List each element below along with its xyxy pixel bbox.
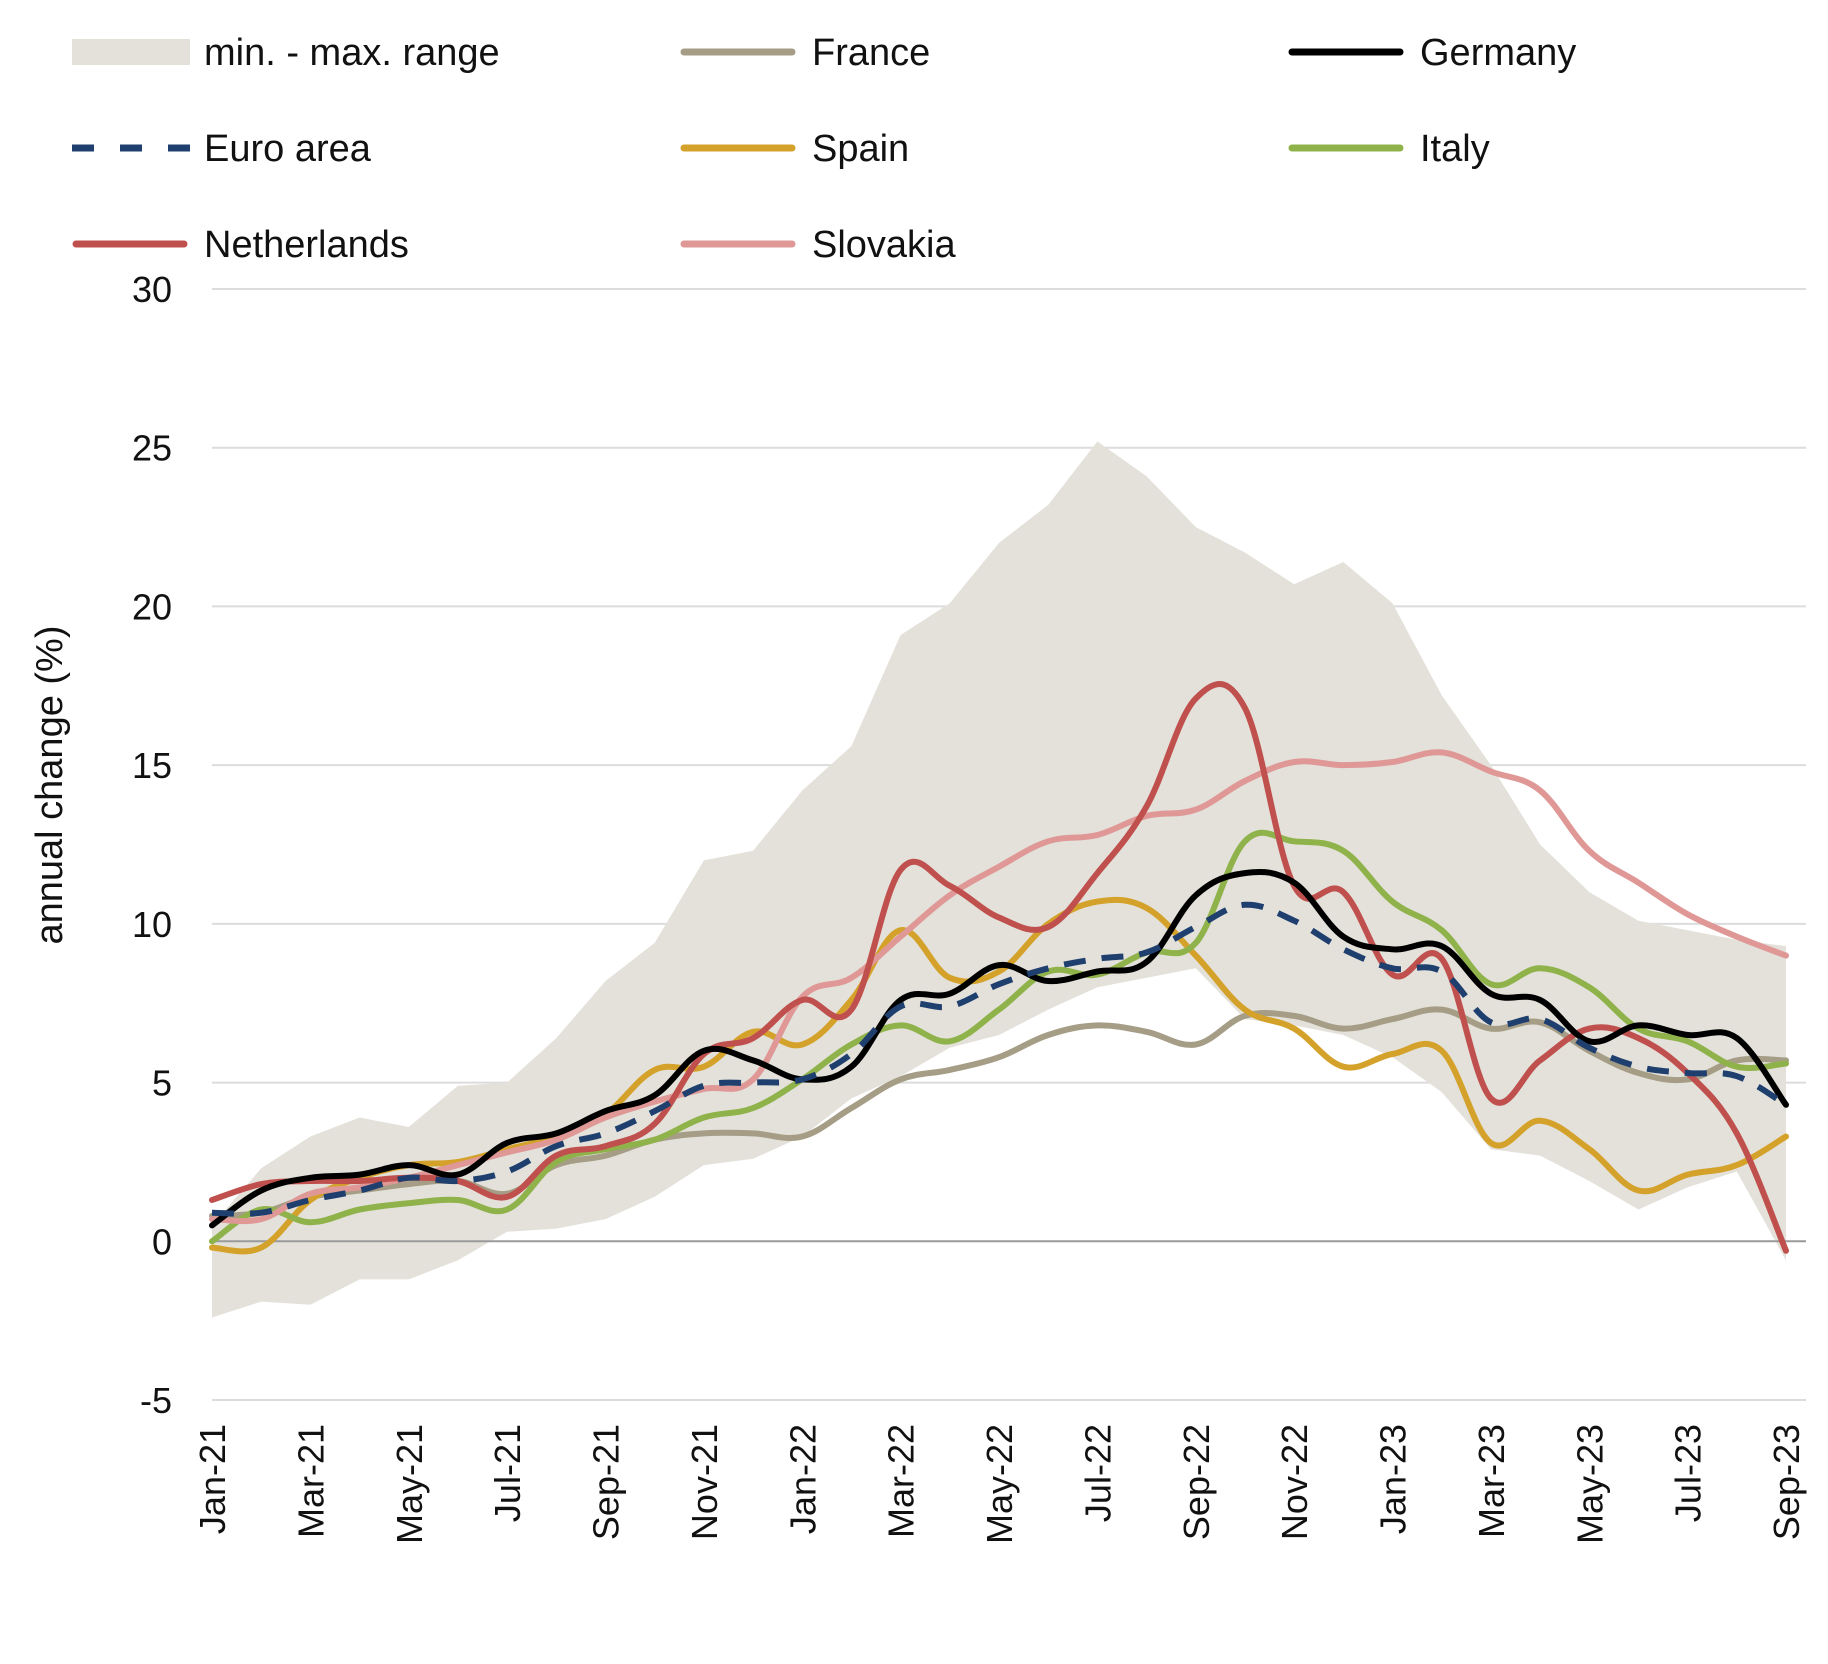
y-tick-label: 10 <box>132 904 172 945</box>
legend: min. - max. range France Germany Euro area S… <box>72 32 1576 266</box>
legend-item: France <box>680 32 930 74</box>
y-tick-label: 20 <box>132 586 172 627</box>
x-tick-label: Jan-22 <box>782 1424 823 1534</box>
x-tick-label: Nov-21 <box>684 1424 725 1540</box>
y-tick-label: 15 <box>132 745 172 786</box>
x-tick-label: Mar-21 <box>290 1424 331 1538</box>
legend-item: min. - max. range <box>72 32 500 74</box>
x-tick-label: Mar-23 <box>1471 1424 1512 1538</box>
x-axis: Jan-21 Mar-21 May-21 Jul-21 Sep-21 Nov-21 Jan-… <box>192 1424 1807 1544</box>
x-tick-label: Jul-21 <box>487 1424 528 1522</box>
legend-label: Euro area <box>204 128 372 170</box>
x-tick-label: Nov-22 <box>1274 1424 1315 1540</box>
legend-item: Netherlands <box>72 224 409 266</box>
legend-item: Euro area <box>72 128 372 170</box>
legend-label: Germany <box>1420 32 1576 74</box>
legend-item: Spain <box>680 128 909 170</box>
series-lines <box>209 681 1789 1255</box>
legend-item: Germany <box>1288 32 1576 74</box>
x-tick-label: Jan-21 <box>192 1424 233 1534</box>
x-tick-label: May-21 <box>389 1424 430 1544</box>
legend-label: Spain <box>812 128 909 170</box>
series-line-netherlands <box>209 681 1789 1254</box>
legend-label: Netherlands <box>204 224 409 266</box>
x-tick-label: Jul-22 <box>1077 1424 1118 1522</box>
x-tick-label: Sep-23 <box>1766 1424 1807 1540</box>
y-tick-label: -5 <box>140 1380 172 1421</box>
x-tick-label: Sep-21 <box>586 1424 627 1540</box>
legend-item: Italy <box>1288 128 1490 170</box>
x-tick-label: Jan-23 <box>1373 1424 1414 1534</box>
legend-swatch-range <box>72 39 190 65</box>
y-tick-label: 0 <box>152 1221 172 1262</box>
series-line-euro-area <box>211 901 1788 1217</box>
range-band <box>212 441 1786 1318</box>
series-line-slovakia <box>209 749 1789 1225</box>
y-tick-label: 30 <box>132 269 172 310</box>
y-axis-title: annual change (%) <box>29 626 71 945</box>
y-axis: -5 0 5 10 15 20 25 30 <box>132 269 172 1421</box>
min-max-range-area <box>212 441 1786 1318</box>
x-tick-label: Mar-22 <box>881 1424 922 1538</box>
x-tick-label: Jul-23 <box>1668 1424 1709 1522</box>
legend-label: Slovakia <box>812 224 956 266</box>
legend-label: France <box>812 32 930 74</box>
series-line-italy <box>209 829 1789 1245</box>
legend-item: Slovakia <box>680 224 956 266</box>
y-tick-label: 25 <box>132 428 172 469</box>
legend-label: Italy <box>1420 128 1490 170</box>
y-tick-label: 5 <box>152 1063 172 1104</box>
legend-label: min. - max. range <box>204 32 500 74</box>
x-tick-label: May-22 <box>979 1424 1020 1544</box>
series-line-germany <box>209 869 1789 1229</box>
x-tick-label: Sep-22 <box>1176 1424 1217 1540</box>
x-tick-label: May-23 <box>1569 1424 1610 1544</box>
